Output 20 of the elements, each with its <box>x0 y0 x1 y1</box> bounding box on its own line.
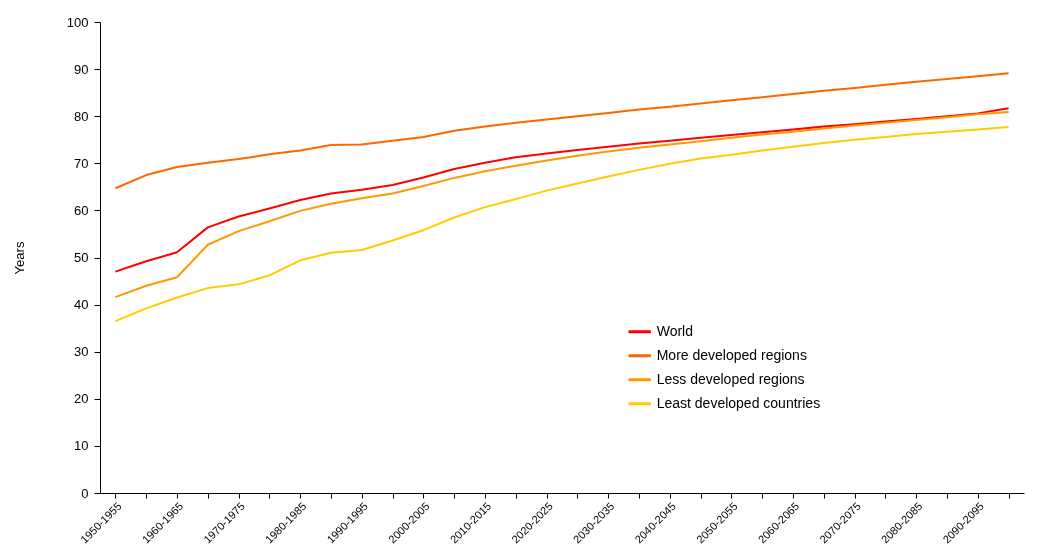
y-tick-label: 30 <box>74 344 89 360</box>
legend-label: More developed regions <box>656 346 807 363</box>
y-tick-label: 90 <box>74 61 89 77</box>
y-tick-label: 50 <box>74 250 89 265</box>
y-tick-label: 80 <box>74 108 89 124</box>
y-tick-label: 40 <box>74 297 89 313</box>
line-series <box>114 107 1010 273</box>
y-tick-label: 0 <box>81 485 89 501</box>
y-tick-label: 100 <box>66 14 89 30</box>
y-tick-label: 60 <box>74 202 89 218</box>
y-tick-label: 70 <box>74 155 89 171</box>
line-series <box>114 126 1010 323</box>
y-axis-title: Years <box>11 241 27 275</box>
y-tick-label: 20 <box>74 391 89 407</box>
legend-label: World <box>656 322 693 339</box>
y-tick-label: 10 <box>74 438 89 454</box>
line-series <box>114 110 1010 299</box>
legend-label: Less developed regions <box>656 370 805 387</box>
legend-label: Least developed countries <box>656 394 821 411</box>
line-series <box>114 72 1010 190</box>
